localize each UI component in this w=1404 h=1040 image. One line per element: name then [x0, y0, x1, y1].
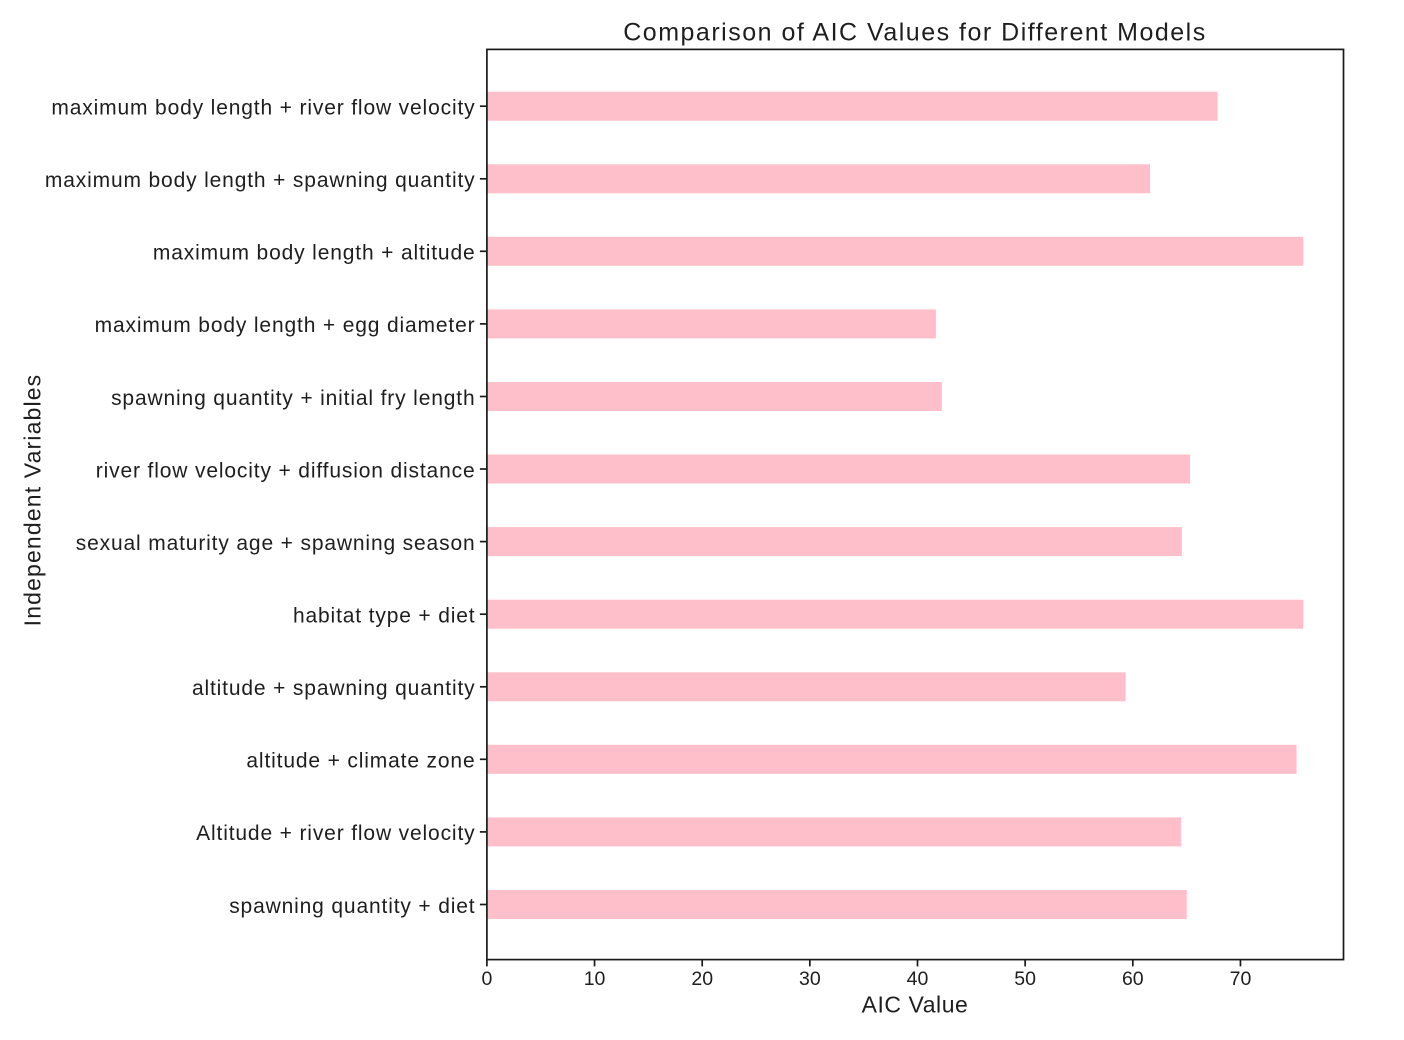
- svg-text:Independent Variables: Independent Variables: [20, 374, 46, 627]
- svg-text:maximum body length + spawning: maximum body length + spawning quantity: [45, 169, 476, 192]
- svg-text:50: 50: [1014, 968, 1036, 990]
- svg-text:maximum body length + altitude: maximum body length + altitude: [153, 242, 476, 265]
- svg-text:maximum body length + egg diam: maximum body length + egg diameter: [95, 314, 476, 337]
- svg-text:habitat type + diet: habitat type + diet: [293, 605, 476, 628]
- svg-text:spawning quantity + diet: spawning quantity + diet: [229, 895, 475, 918]
- svg-text:spawning quantity + initial fr: spawning quantity + initial fry length: [111, 387, 475, 410]
- svg-text:70: 70: [1230, 968, 1252, 990]
- svg-text:sexual maturity age + spawning: sexual maturity age + spawning season: [76, 532, 476, 555]
- svg-text:AIC Value: AIC Value: [862, 991, 969, 1017]
- svg-text:altitude + climate zone: altitude + climate zone: [246, 750, 475, 773]
- svg-text:40: 40: [907, 968, 929, 990]
- svg-text:60: 60: [1122, 968, 1144, 990]
- svg-text:river flow velocity + diffusio: river flow velocity + diffusion distance: [96, 459, 476, 482]
- svg-text:Altitude + river flow velocity: Altitude + river flow velocity: [196, 822, 475, 845]
- svg-text:10: 10: [584, 968, 606, 990]
- svg-text:30: 30: [799, 968, 821, 990]
- svg-text:altitude + spawning quantity: altitude + spawning quantity: [192, 677, 476, 700]
- svg-text:Comparison of AIC Values for D: Comparison of AIC Values for Different M…: [623, 19, 1206, 47]
- svg-text:maximum body length + river fl: maximum body length + river flow velocit…: [51, 97, 475, 120]
- svg-text:20: 20: [691, 968, 713, 990]
- svg-text:0: 0: [481, 968, 492, 990]
